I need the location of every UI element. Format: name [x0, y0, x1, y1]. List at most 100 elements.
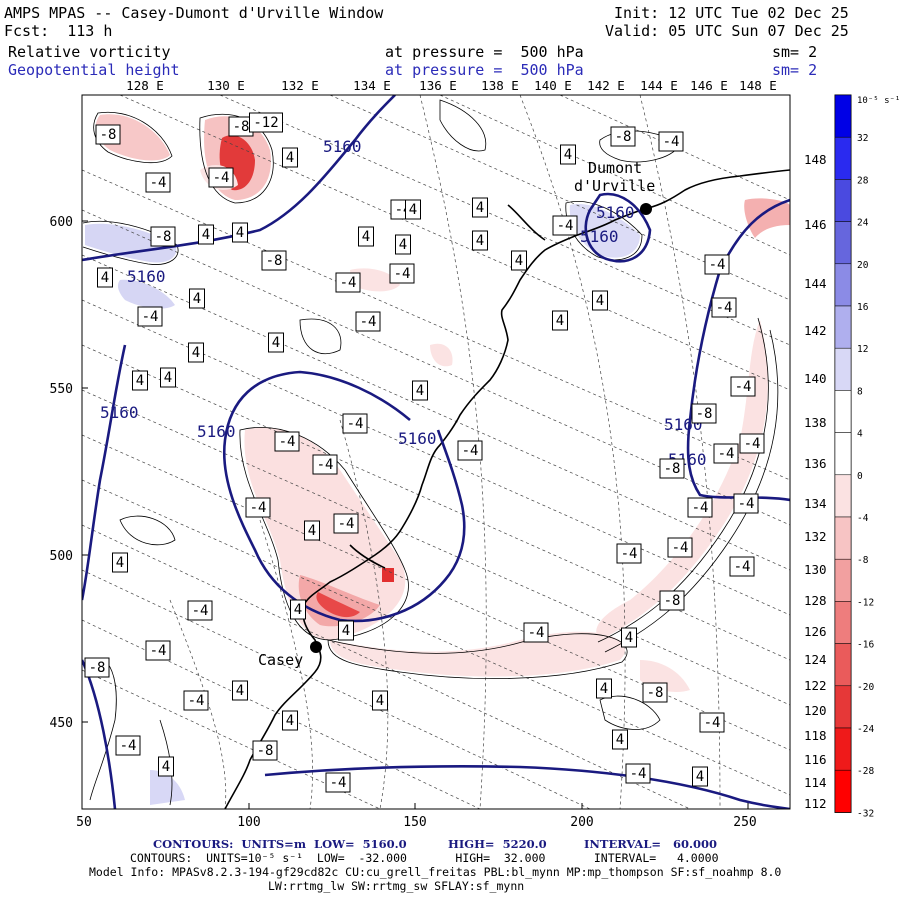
- vorticity-label: -4: [704, 254, 730, 275]
- svg-text:-4: -4: [718, 446, 735, 462]
- x-tick-label: 100: [237, 815, 260, 830]
- svg-text:-4: -4: [734, 559, 751, 575]
- svg-text:4: 4: [416, 383, 424, 399]
- vorticity-label: -4: [145, 172, 171, 193]
- svg-text:-4: -4: [735, 379, 752, 395]
- svg-text:-4: -4: [738, 496, 755, 512]
- svg-text:4: 4: [286, 150, 294, 166]
- svg-text:-8: -8: [89, 660, 106, 676]
- vorticity-label: -8: [691, 403, 717, 424]
- svg-text:-4: -4: [317, 457, 334, 473]
- svg-text:4: 4: [362, 229, 370, 245]
- height-contour-east: [686, 198, 790, 502]
- svg-text:-4: -4: [704, 715, 721, 731]
- y-tick-label: 600: [50, 215, 73, 230]
- svg-text:4: 4: [596, 293, 604, 309]
- svg-text:4: 4: [272, 335, 280, 351]
- svg-text:4: 4: [399, 237, 407, 253]
- y-tick-label: 450: [50, 716, 73, 731]
- height-contour-dumont: [584, 192, 652, 263]
- vorticity-label: -4: [333, 513, 359, 534]
- vorticity-label: 4: [592, 290, 608, 311]
- footer-line1a: CONTOURS: UNITS=m LOW= 5160.0: [153, 837, 407, 851]
- svg-text:4: 4: [616, 732, 624, 748]
- dumont-station-marker: [640, 203, 652, 215]
- vorticity-label: -4: [115, 735, 141, 756]
- vorticity-label: -8: [610, 126, 636, 147]
- colorbar-label: 0: [857, 471, 863, 482]
- svg-text:-4: -4: [213, 170, 230, 186]
- vorticity-label: -4: [667, 537, 693, 558]
- colorbar-swatch: [834, 136, 852, 180]
- height-label: 5160: [596, 203, 635, 222]
- vorticity-label: -4: [711, 297, 737, 318]
- vorticity-label: 4: [112, 552, 128, 573]
- svg-text:-4: -4: [528, 625, 545, 641]
- right-lon-label: 144 E: [804, 276, 842, 291]
- svg-text:4: 4: [101, 270, 109, 286]
- svg-text:-12: -12: [253, 115, 278, 131]
- vorticity-label: -8: [228, 116, 254, 137]
- y-axis: 450 500 550 600: [50, 215, 88, 731]
- dumont-label: Dumont: [588, 159, 642, 177]
- height-contour-southwest: [82, 659, 117, 809]
- top-lon-label: 146 E: [690, 78, 728, 93]
- vorticity-label: 4: [198, 224, 214, 245]
- colorbar-label: 28: [857, 175, 869, 186]
- vorticity-label: -8: [150, 226, 176, 247]
- svg-text:-4: -4: [150, 643, 167, 659]
- svg-text:-8: -8: [664, 593, 681, 609]
- svg-text:4: 4: [136, 373, 144, 389]
- vort-patch-1: [350, 268, 400, 292]
- vort-area-east-core: [744, 198, 790, 238]
- vorticity-label: -4: [245, 497, 271, 518]
- top-lon-label: 128 E: [126, 78, 164, 93]
- vorticity-label: 4: [290, 599, 306, 620]
- svg-text:-4: -4: [462, 443, 479, 459]
- svg-text:4: 4: [376, 693, 384, 709]
- vorticity-label: 4: [596, 678, 612, 699]
- top-lon-label: 144 E: [640, 78, 678, 93]
- colorbar-swatch: [834, 94, 852, 138]
- svg-text:-4: -4: [557, 218, 574, 234]
- field2-level: at pressure = 500 hPa: [385, 61, 584, 79]
- vort-patch-2: [430, 343, 453, 367]
- svg-text:4: 4: [286, 713, 294, 729]
- vorticity-label: -8: [252, 740, 278, 761]
- colorbar-label: 32: [857, 133, 868, 144]
- footer-line1c: INTERVAL= 60.000: [584, 837, 718, 851]
- colorbar-label: 12: [857, 344, 868, 355]
- svg-text:4: 4: [625, 630, 633, 646]
- colorbar-label: 20: [857, 260, 869, 271]
- colorbar-label: -28: [857, 766, 874, 777]
- right-lon-label: 146 E: [804, 217, 842, 232]
- vorticity-label: 4: [338, 620, 354, 641]
- height-label: 5160: [197, 422, 236, 441]
- colorbar-label: -20: [857, 682, 874, 693]
- footer-line3: Model Info: MPASv8.2.3-194-gf29cd82c CU:…: [89, 865, 782, 879]
- field1-name: Relative vorticity: [8, 43, 171, 61]
- svg-text:4: 4: [294, 602, 302, 618]
- right-lon-label: 136 E: [804, 456, 842, 471]
- svg-text:-8: -8: [696, 406, 713, 422]
- right-lon-label: 132 E: [804, 529, 842, 544]
- x-tick-label: 50: [76, 815, 92, 830]
- svg-text:-4: -4: [279, 434, 296, 450]
- vorticity-label: 4: [412, 380, 428, 401]
- colorbar-swatch: [834, 474, 852, 518]
- vorticity-label: 4: [188, 342, 204, 363]
- vort-area-south: [330, 631, 626, 677]
- svg-text:-8: -8: [233, 119, 250, 135]
- right-lon-label: 140 E: [804, 371, 842, 386]
- vorticity-label: -4: [325, 772, 351, 793]
- x-tick-label: 200: [570, 815, 593, 830]
- vorticity-label: 4: [304, 520, 320, 541]
- casey-station-marker: [310, 641, 322, 653]
- footer-line4: LW:rrtmg_lw SW:rrtmg_sw SFLAY:sf_mynn: [268, 879, 525, 893]
- top-lon-label: 138 E: [481, 78, 519, 93]
- colorbar-swatch: [834, 263, 852, 307]
- vorticity-label: 4: [692, 766, 708, 787]
- svg-text:-4: -4: [663, 134, 680, 150]
- svg-text:4: 4: [192, 345, 200, 361]
- svg-text:-8: -8: [647, 685, 664, 701]
